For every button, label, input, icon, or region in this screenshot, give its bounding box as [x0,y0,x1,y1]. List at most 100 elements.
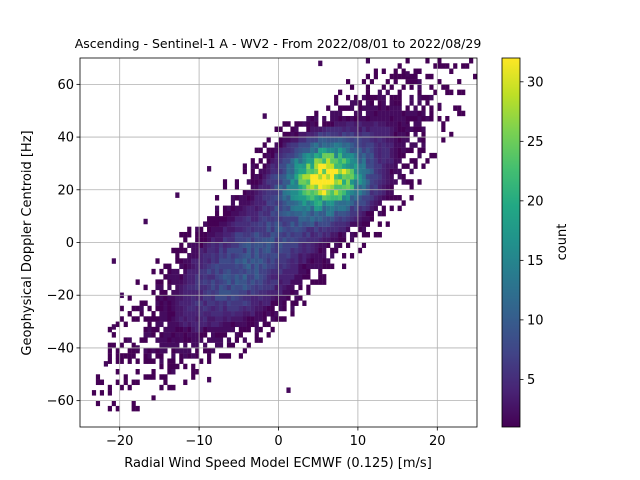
histogram-bin [334,231,339,238]
histogram-bin [282,284,287,291]
histogram-bin [246,179,251,185]
histogram-bin [123,337,128,343]
histogram-bin [171,326,176,333]
histogram-bin [175,295,180,301]
histogram-bin [286,237,291,243]
histogram-bin [222,321,228,328]
histogram-bin [171,268,176,275]
histogram-bin [167,337,172,343]
histogram-bin [338,173,343,180]
histogram-bin [195,332,200,338]
histogram-bin [290,247,295,254]
histogram-bin [318,221,323,227]
histogram-bin [242,268,247,275]
histogram-bin [326,210,331,217]
histogram-bin [214,195,220,201]
histogram-bin [282,168,287,175]
histogram-bin [230,242,236,248]
histogram-bin [389,73,394,80]
histogram-bin [179,279,184,285]
histogram-bin [246,284,251,291]
histogram-bin [302,147,307,154]
histogram-bin [353,147,359,154]
histogram-bin [381,173,386,180]
histogram-bin [322,142,327,148]
histogram-bin [187,332,192,338]
histogram-bin [211,263,216,270]
histogram-bin [119,342,124,349]
histogram-bin [401,121,406,127]
histogram-bin [203,247,208,254]
x-tick-label: 10 [350,434,367,449]
histogram-bin [258,258,263,264]
histogram-bin [183,284,188,291]
histogram-bin [365,173,371,180]
histogram-bin [286,142,291,148]
histogram-bin [211,221,216,227]
histogram-bin [413,142,418,148]
histogram-bin [270,253,275,259]
histogram-bin [330,247,335,254]
histogram-bin [326,137,331,143]
histogram-bin [179,321,184,328]
histogram-bin [254,200,259,206]
histogram-bin [290,152,295,159]
histogram-bin [365,221,371,227]
histogram-bin [226,268,232,275]
histogram-bin [365,100,371,106]
histogram-bin [318,173,323,180]
histogram-bin [191,342,196,349]
histogram-bin [195,321,200,328]
histogram-bin [242,284,247,291]
histogram-bin [207,263,212,270]
histogram-bin [270,300,275,306]
histogram-bin [365,184,371,190]
histogram-bin [357,205,363,212]
histogram-bin [274,179,279,185]
histogram-bin [250,216,255,222]
histogram-bin [242,295,247,301]
histogram-bin [421,126,426,132]
histogram-bin [214,253,220,259]
histogram-bin [290,300,295,306]
histogram-bin [274,173,279,180]
histogram-bin [207,321,212,328]
histogram-bin [143,218,148,225]
histogram-bin [286,231,291,238]
histogram-bin [357,105,363,111]
histogram-bin [218,337,224,343]
histogram-bin [393,195,398,201]
histogram-bin [298,205,303,212]
histogram-bin [302,300,307,306]
histogram-bin [274,184,279,190]
histogram-bin [286,121,291,127]
histogram-bin [326,226,331,233]
histogram-bin [310,263,315,270]
histogram-bin [405,58,410,64]
histogram-bin [266,305,271,312]
histogram-bin [230,195,236,201]
histogram-bin [306,158,311,164]
histogram-bin [330,200,335,206]
histogram-bin [266,200,271,206]
histogram-bin [282,184,287,190]
histogram-bin [234,231,239,238]
histogram-bin [373,115,378,122]
histogram-bin [302,158,307,164]
histogram-bin [226,300,232,306]
histogram-bin [199,305,204,312]
histogram-bin [314,126,319,132]
histogram-bin [211,258,216,264]
histogram-bin [345,189,351,196]
histogram-bin [286,242,291,248]
histogram-bin [286,289,291,296]
histogram-bin [167,358,172,364]
histogram-bin [381,189,386,196]
histogram-bin [131,305,136,312]
histogram-bin [353,115,359,122]
histogram-bin [159,311,164,317]
histogram-bin [342,189,347,196]
histogram-bin [246,226,251,233]
histogram-bin [310,216,315,222]
histogram-bin [222,289,228,296]
